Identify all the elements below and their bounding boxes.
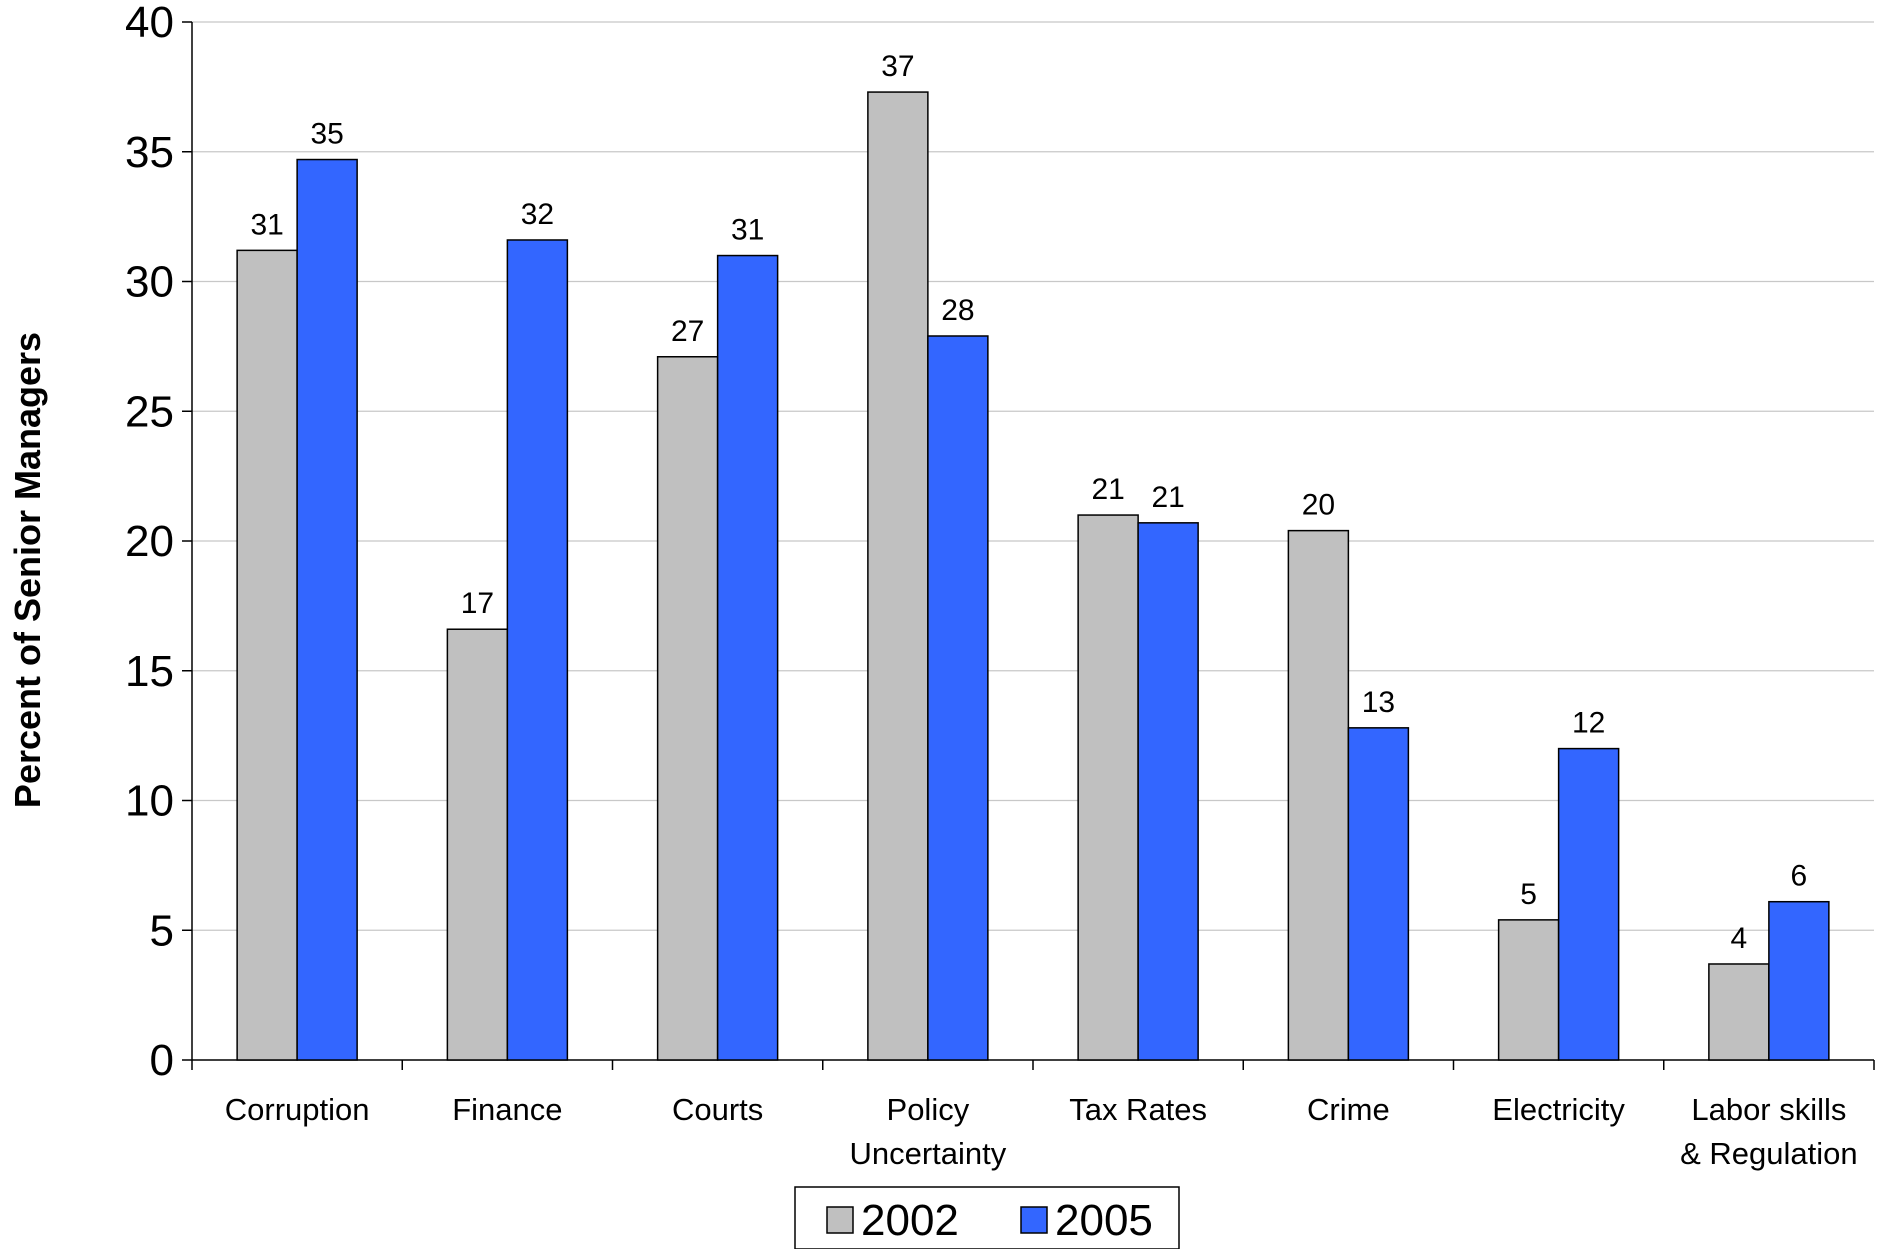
legend-swatch-2005 (1020, 1206, 1048, 1234)
bar-2002-0 (236, 249, 298, 1061)
bar-2005-1 (506, 239, 569, 1061)
data-label-2005-3: 28 (941, 294, 974, 327)
bar-2002-3 (867, 91, 929, 1061)
y-tick-label-5: 5 (150, 906, 174, 955)
data-label-2005-1: 32 (521, 198, 554, 231)
data-label-2005-5: 13 (1362, 686, 1395, 719)
category-label-7-1: & Regulation (1680, 1136, 1858, 1171)
bar-2005-5 (1347, 727, 1410, 1061)
y-tick-label-40: 40 (125, 0, 174, 47)
data-label-2002-2: 27 (671, 315, 704, 348)
category-label-6-0: Electricity (1492, 1092, 1625, 1127)
bar-2002-7 (1708, 963, 1770, 1061)
y-axis-title: Percent of Senior Managers (7, 332, 48, 808)
data-labels: 31 35 17 32 27 31 37 28 21 21 20 13 5 12 4 6 (250, 50, 1807, 955)
legend-swatch-2002 (826, 1206, 854, 1234)
category-label-7-0: Labor skills (1691, 1092, 1846, 1127)
category-label-3-1: Uncertainty (849, 1136, 1006, 1171)
y-tick-label-10: 10 (125, 777, 174, 826)
legend-label-2002: 2002 (861, 1196, 959, 1245)
category-label-5-0: Crime (1307, 1092, 1390, 1127)
category-label-3-0: Policy (887, 1092, 970, 1127)
category-label-4-0: Tax Rates (1069, 1092, 1207, 1127)
bar-2002-6 (1497, 919, 1560, 1061)
data-label-2002-5: 20 (1302, 489, 1335, 522)
category-label-0-0: Corruption (225, 1092, 370, 1127)
data-label-2002-7: 4 (1731, 922, 1748, 955)
y-tick-label-25: 25 (125, 387, 174, 436)
legend-label-2005: 2005 (1055, 1196, 1153, 1245)
bar-2005-6 (1557, 747, 1620, 1061)
y-tick-label-20: 20 (125, 517, 174, 566)
data-label-2002-6: 5 (1520, 878, 1537, 911)
data-label-2002-1: 17 (461, 587, 494, 620)
axes (182, 21, 1875, 1070)
data-label-2002-0: 31 (250, 208, 283, 241)
y-tick-label-30: 30 (125, 258, 174, 307)
bar-2002-4 (1077, 514, 1139, 1061)
data-label-2005-4: 21 (1151, 481, 1184, 514)
data-label-2005-6: 12 (1572, 707, 1605, 740)
category-label-2-0: Courts (672, 1092, 763, 1127)
category-labels: Corruption Finance Courts Policy Uncertainty… (225, 1092, 1858, 1171)
bar-2005-0 (296, 158, 358, 1061)
bar-2005-3 (927, 335, 989, 1061)
legend: 2002 2005 (794, 1186, 1180, 1249)
bar-2005-2 (716, 254, 779, 1061)
y-tick-labels: 0 5 10 15 20 25 30 35 40 (125, 0, 174, 1085)
bar-2002-1 (446, 628, 509, 1061)
y-tick-label-35: 35 (125, 128, 174, 177)
bar-2005-7 (1768, 900, 1830, 1061)
data-label-2002-4: 21 (1091, 473, 1124, 506)
category-label-1-0: Finance (452, 1092, 562, 1127)
data-label-2005-0: 35 (310, 118, 343, 151)
legend-box (794, 1186, 1180, 1249)
bars (236, 91, 1830, 1061)
gridlines (192, 21, 1874, 931)
y-tick-label-0: 0 (150, 1036, 174, 1085)
data-label-2005-7: 6 (1791, 860, 1808, 893)
data-label-2005-2: 31 (731, 214, 764, 247)
data-label-2002-3: 37 (881, 50, 914, 83)
y-tick-label-15: 15 (125, 647, 174, 696)
bar-2002-2 (656, 356, 719, 1061)
bar-2005-4 (1137, 522, 1199, 1061)
bar-2002-5 (1287, 529, 1350, 1061)
